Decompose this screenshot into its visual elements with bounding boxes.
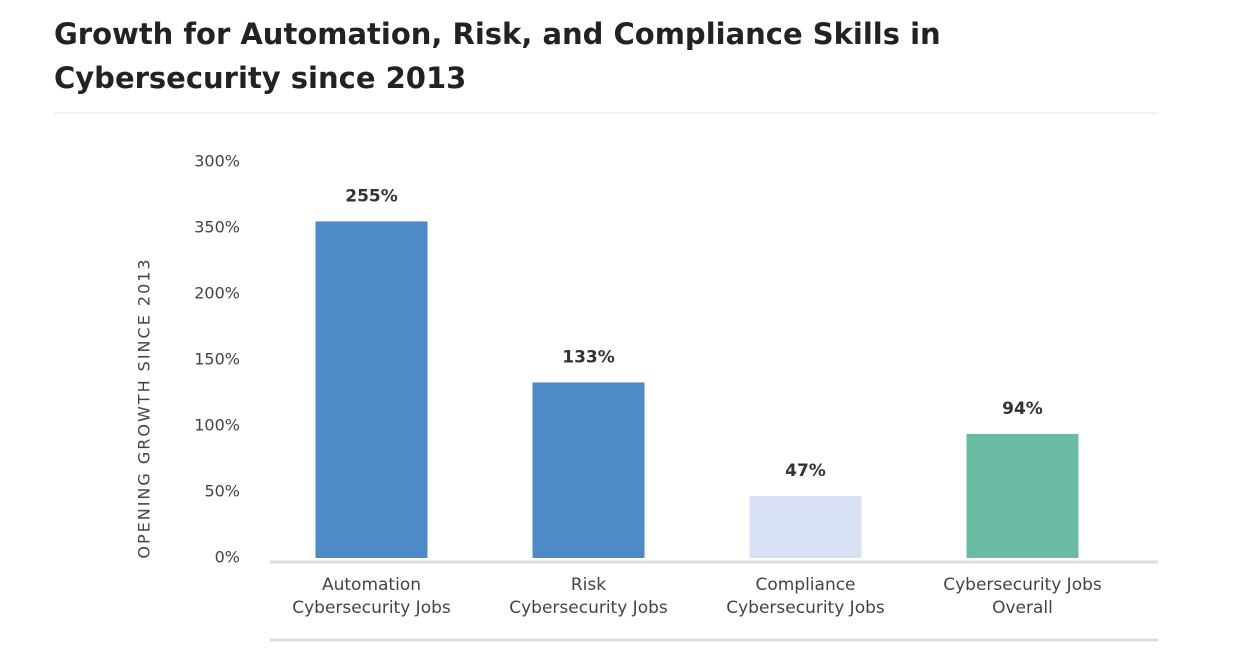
y-tick-label: 300% [194, 152, 240, 171]
x-tick-label: Automation Cybersecurity Jobs [292, 575, 451, 618]
x-tick-label: Cybersecurity Jobs Overall [943, 575, 1102, 618]
x-tick-label: Risk Cybersecurity Jobs [509, 575, 668, 618]
bar [532, 382, 645, 558]
value-label: 94% [1002, 399, 1043, 419]
value-label: 47% [785, 461, 826, 481]
bar [315, 221, 428, 558]
y-tick-label: 150% [194, 350, 240, 369]
value-label: 255% [345, 186, 398, 206]
bar [966, 433, 1079, 558]
y-tick-label: 0% [215, 548, 240, 567]
chart-title: Growth for Automation, Risk, and Complia… [54, 17, 941, 95]
y-tick-label: 200% [194, 284, 240, 303]
y-axis-label: OPENING GROWTH SINCE 2013 [135, 257, 154, 558]
bar [749, 495, 862, 558]
x-tick-label: Compliance Cybersecurity Jobs [726, 575, 885, 618]
y-tick-label: 50% [204, 482, 240, 501]
y-tick-label: 350% [194, 218, 240, 237]
y-tick-label: 100% [194, 416, 240, 435]
value-label: 133% [562, 347, 615, 367]
